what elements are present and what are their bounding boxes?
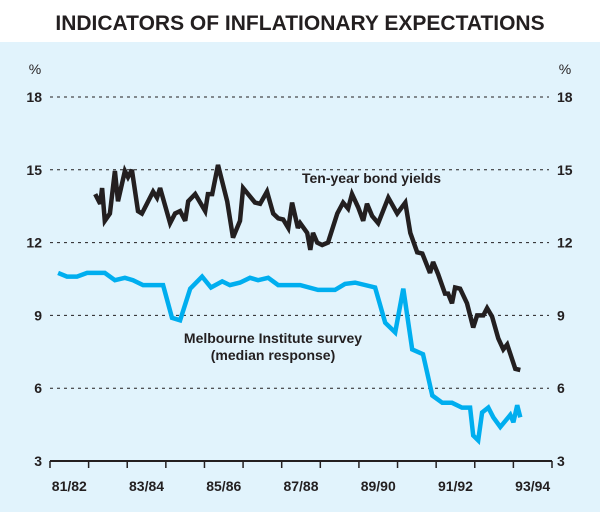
y-tick-label-left: 12 xyxy=(26,235,42,251)
y-tick-label-right: 9 xyxy=(557,307,565,323)
series-line-bond-yields xyxy=(93,164,521,373)
y-tick-label-right: 12 xyxy=(557,235,573,251)
y-tick-label-left: 3 xyxy=(34,453,42,469)
x-tick-label: 89/90 xyxy=(361,478,396,494)
x-tick-label: 83/84 xyxy=(129,478,164,494)
y-axis-unit-left: % xyxy=(29,61,41,77)
y-tick-label-left: 9 xyxy=(34,307,42,323)
x-tick-label: 85/86 xyxy=(206,478,241,494)
y-tick-label-left: 15 xyxy=(26,162,42,178)
y-tick-label-right: 18 xyxy=(557,89,573,105)
y-tick-label-right: 3 xyxy=(557,453,565,469)
series-label-bond-yields: Ten-year bond yields xyxy=(302,170,441,186)
x-tick-label: 87/88 xyxy=(283,478,318,494)
series-line-survey xyxy=(57,270,523,446)
y-tick-label-left: 18 xyxy=(26,89,42,105)
y-axis-unit-right: % xyxy=(559,61,571,77)
y-tick-label-left: 6 xyxy=(34,380,42,396)
x-tick-label: 93/94 xyxy=(515,478,550,494)
chart-background xyxy=(0,42,600,512)
title-background xyxy=(0,0,600,42)
chart-title: INDICATORS OF INFLATIONARY EXPECTATIONS xyxy=(55,12,544,35)
series-label-survey: Melbourne Institute survey xyxy=(184,330,362,346)
y-tick-label-right: 15 xyxy=(557,162,573,178)
x-tick-label: 91/92 xyxy=(438,478,473,494)
series-label-survey-line2: (median response) xyxy=(211,347,335,363)
y-tick-label-right: 6 xyxy=(557,380,565,396)
x-tick-label: 81/82 xyxy=(52,478,87,494)
